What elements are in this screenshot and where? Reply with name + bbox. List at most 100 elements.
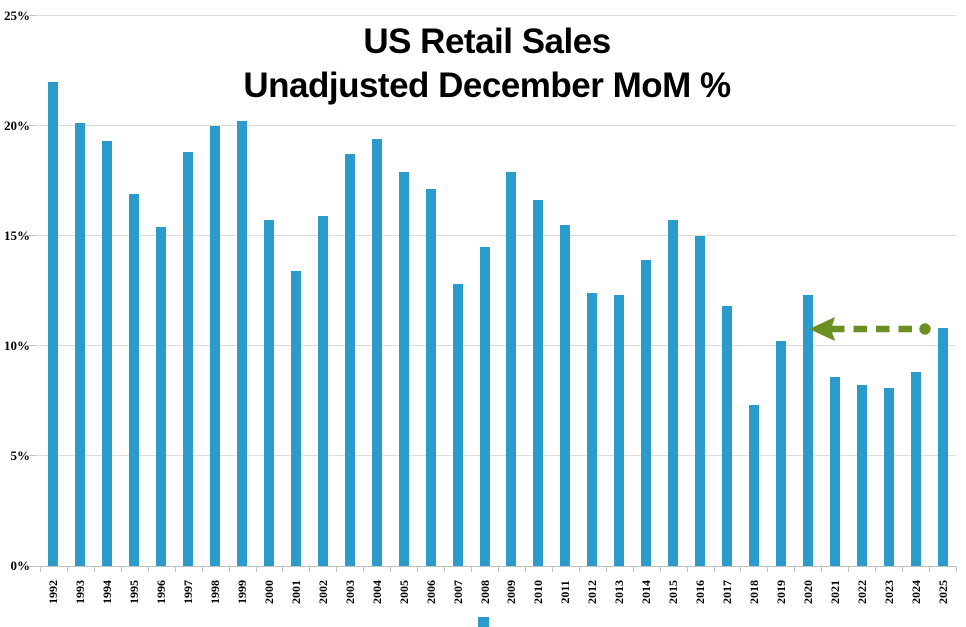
x-axis-label-2006: 2006 bbox=[423, 580, 438, 604]
bar-2005 bbox=[398, 171, 409, 566]
bar-2001 bbox=[290, 270, 301, 566]
bar-2019 bbox=[775, 341, 786, 566]
bar-1998 bbox=[210, 125, 221, 566]
bar-2017 bbox=[722, 306, 732, 566]
trend-arrow-origin-dot-icon bbox=[919, 323, 931, 335]
y-axis-tick bbox=[29, 235, 36, 237]
bar-1995 bbox=[129, 193, 140, 566]
gridline-10% bbox=[36, 345, 956, 347]
bar-1994 bbox=[102, 141, 113, 566]
bar-2012 bbox=[587, 292, 598, 566]
x-axis-tick bbox=[498, 566, 499, 572]
x-axis-tick bbox=[471, 566, 473, 572]
x-axis-label-2019: 2019 bbox=[773, 580, 788, 604]
x-axis-tick bbox=[686, 566, 688, 572]
bar-2004 bbox=[371, 138, 382, 566]
y-axis-label: 5% bbox=[10, 447, 31, 463]
x-axis-label-2015: 2015 bbox=[666, 580, 681, 604]
y-axis-tick bbox=[29, 455, 36, 457]
bar-2022 bbox=[856, 385, 867, 566]
x-axis-tick bbox=[659, 566, 661, 572]
y-axis-label: 10% bbox=[4, 337, 30, 353]
x-axis-tick bbox=[120, 566, 122, 572]
x-axis-label-2016: 2016 bbox=[693, 580, 708, 604]
y-axis-label: 15% bbox=[4, 227, 30, 243]
x-axis-tick bbox=[605, 566, 607, 572]
bar-1992 bbox=[48, 81, 59, 566]
x-axis-tick bbox=[794, 566, 796, 572]
x-axis-label-2002: 2002 bbox=[315, 580, 330, 604]
bar-2016 bbox=[695, 235, 706, 566]
bar-1999 bbox=[237, 121, 248, 566]
x-axis-label-2007: 2007 bbox=[450, 580, 465, 604]
x-axis-tick bbox=[578, 566, 580, 572]
x-axis-tick bbox=[390, 566, 392, 572]
chart-title-line2: Unadjusted December MoM % bbox=[243, 66, 731, 105]
x-axis-label-2008: 2008 bbox=[477, 580, 492, 604]
x-axis-label-2011: 2011 bbox=[558, 580, 573, 604]
x-axis-tick bbox=[417, 566, 419, 572]
x-axis-tick bbox=[363, 566, 365, 572]
legend-marker-icon bbox=[478, 617, 489, 627]
x-axis-label-2022: 2022 bbox=[854, 580, 869, 604]
x-axis-line bbox=[36, 565, 956, 567]
y-axis-tick bbox=[29, 15, 36, 16]
bar-2013 bbox=[614, 295, 625, 566]
bar-2025 bbox=[937, 328, 948, 566]
x-axis-label-2013: 2013 bbox=[612, 580, 627, 604]
x-axis-tick bbox=[174, 566, 176, 572]
x-axis-label-2005: 2005 bbox=[396, 580, 411, 604]
bar-2008 bbox=[479, 246, 490, 566]
gridline-25% bbox=[36, 15, 956, 16]
bar-1993 bbox=[75, 123, 86, 566]
x-axis-label-2017: 2017 bbox=[720, 580, 734, 604]
gridline-20% bbox=[36, 125, 956, 127]
bar-2000 bbox=[264, 220, 274, 566]
y-axis-label: 25% bbox=[4, 7, 30, 23]
bar-2024 bbox=[910, 372, 921, 566]
x-axis-tick bbox=[713, 566, 715, 572]
bar-2009 bbox=[506, 171, 517, 566]
x-axis-label-1996: 1996 bbox=[154, 580, 169, 604]
x-axis-tick bbox=[201, 566, 203, 572]
x-axis-label-2004: 2004 bbox=[369, 580, 384, 604]
trend-arrow-head-icon bbox=[809, 317, 835, 341]
x-axis-label-2012: 2012 bbox=[585, 580, 600, 604]
x-axis-label-1998: 1998 bbox=[208, 580, 223, 604]
bar-2006 bbox=[425, 189, 436, 566]
x-axis-tick bbox=[902, 566, 904, 572]
x-axis-tick bbox=[551, 566, 553, 572]
bar-2015 bbox=[668, 220, 679, 566]
x-axis-label-2001: 2001 bbox=[288, 580, 303, 604]
bar-2002 bbox=[317, 215, 328, 566]
bar-1997 bbox=[183, 152, 194, 566]
x-axis-label-1995: 1995 bbox=[127, 580, 142, 604]
chart-title-line1: US Retail Sales bbox=[363, 22, 611, 61]
x-axis-tick bbox=[740, 566, 742, 572]
x-axis-tick bbox=[848, 566, 850, 572]
bar-2007 bbox=[452, 284, 463, 566]
y-axis-tick bbox=[29, 565, 36, 567]
y-axis-label: 0% bbox=[10, 558, 31, 573]
x-axis-tick bbox=[147, 566, 149, 572]
x-axis-label-1992: 1992 bbox=[46, 580, 61, 604]
x-axis-label-2009: 2009 bbox=[504, 580, 519, 604]
x-axis-label-1994: 1994 bbox=[100, 580, 115, 604]
gridline-15% bbox=[36, 235, 956, 237]
x-axis-tick bbox=[929, 566, 931, 572]
bar-2003 bbox=[344, 154, 355, 566]
bar-2011 bbox=[560, 224, 571, 566]
x-axis-label-2010: 2010 bbox=[531, 580, 546, 604]
x-axis-tick bbox=[255, 566, 257, 572]
y-axis-label: 20% bbox=[4, 117, 30, 133]
x-axis-label-2018: 2018 bbox=[746, 580, 761, 604]
y-axis-tick bbox=[29, 345, 36, 347]
x-axis-tick bbox=[228, 566, 230, 572]
x-axis-tick bbox=[875, 566, 877, 572]
x-axis-label-2003: 2003 bbox=[342, 580, 357, 604]
y-axis-tick bbox=[29, 125, 36, 127]
bar-2014 bbox=[641, 259, 652, 566]
x-axis-label-2020: 2020 bbox=[800, 580, 815, 604]
x-axis-tick bbox=[93, 566, 95, 572]
